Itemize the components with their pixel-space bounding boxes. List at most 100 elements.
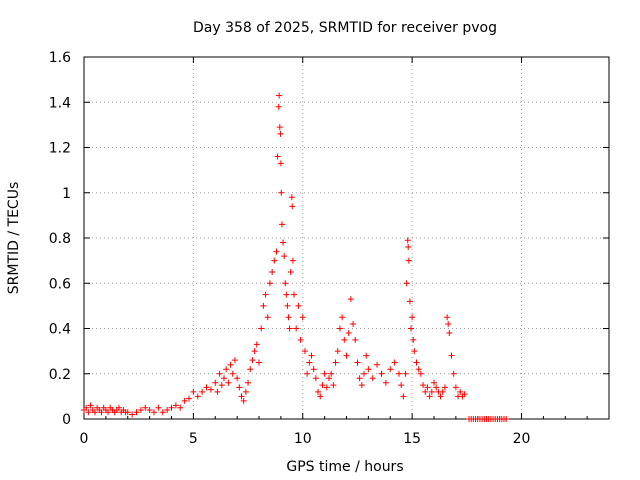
data-point xyxy=(256,359,262,366)
data-point xyxy=(295,302,302,309)
data-point xyxy=(365,366,372,373)
data-point xyxy=(264,314,271,321)
data-point xyxy=(408,325,415,332)
x-tick-label: 20 xyxy=(513,431,531,447)
data-point xyxy=(350,320,357,327)
data-point xyxy=(129,411,136,418)
data-point xyxy=(405,244,412,251)
data-point xyxy=(199,388,206,395)
data-point xyxy=(214,388,221,395)
data-point xyxy=(274,153,281,160)
data-point xyxy=(426,393,433,400)
y-tick-label: 0.6 xyxy=(49,276,71,292)
data-point xyxy=(203,384,210,391)
data-point xyxy=(190,388,197,395)
data-point xyxy=(396,370,402,377)
data-point xyxy=(277,130,284,137)
data-point xyxy=(378,370,385,377)
data-point xyxy=(308,352,315,359)
data-point xyxy=(245,379,252,386)
data-point xyxy=(422,388,429,395)
data-point xyxy=(186,395,192,402)
data-point xyxy=(398,382,405,389)
data-point xyxy=(343,352,350,359)
data-point xyxy=(317,393,324,400)
data-point xyxy=(87,402,94,409)
data-point xyxy=(234,375,241,382)
x-tick-label: 10 xyxy=(294,431,312,447)
data-point xyxy=(236,384,243,391)
data-point xyxy=(159,409,166,416)
data-point xyxy=(105,409,112,416)
x-tick-label: 15 xyxy=(403,431,421,447)
data-point xyxy=(420,382,427,389)
y-axis-label: SRMTID / TECUs xyxy=(6,182,22,295)
data-point xyxy=(457,388,464,395)
data-point xyxy=(445,320,452,327)
data-point xyxy=(142,404,149,411)
data-point xyxy=(249,357,256,364)
data-point xyxy=(289,203,296,210)
data-point xyxy=(281,253,288,260)
data-point xyxy=(356,375,363,382)
data-point xyxy=(286,325,293,332)
data-point xyxy=(271,257,278,264)
data-point xyxy=(411,348,418,355)
data-point xyxy=(415,366,422,373)
data-point xyxy=(446,330,453,337)
data-point xyxy=(98,409,105,416)
data-point xyxy=(345,330,352,337)
data-point xyxy=(85,409,92,416)
data-point xyxy=(431,379,437,386)
data-point xyxy=(424,384,431,391)
data-point xyxy=(83,404,90,411)
data-point xyxy=(444,314,451,321)
data-point xyxy=(212,379,219,386)
data-point xyxy=(403,280,410,287)
data-point xyxy=(402,370,409,377)
data-point xyxy=(155,404,162,411)
data-point xyxy=(332,359,339,366)
data-point xyxy=(297,336,304,343)
data-point xyxy=(194,393,201,400)
y-tick-label: 1 xyxy=(62,186,71,202)
data-point xyxy=(400,393,407,400)
tick-labels: 0 5 10 15 20 0 0.2 0.4 0.6 0.8 1 1.2 1.4 1.6 xyxy=(49,50,531,447)
data-point xyxy=(406,298,413,305)
data-point xyxy=(450,370,457,377)
data-point xyxy=(328,370,335,377)
data-point xyxy=(285,314,292,321)
data-point xyxy=(238,393,245,400)
data-point xyxy=(223,366,230,373)
grid xyxy=(84,57,609,419)
data-point xyxy=(413,359,420,366)
x-tick-label: 0 xyxy=(80,431,89,447)
data-point xyxy=(231,357,238,364)
data-point xyxy=(291,291,297,298)
data-point xyxy=(168,404,175,411)
y-tick-label: 1.6 xyxy=(49,50,71,66)
data-point xyxy=(304,370,311,377)
data-point xyxy=(361,370,367,377)
y-tick-label: 1.4 xyxy=(49,95,71,111)
data-point xyxy=(315,388,322,395)
y-tick-label: 1.2 xyxy=(49,141,71,157)
data-point xyxy=(247,366,254,373)
data-point xyxy=(336,325,343,332)
y-tick-label: 0 xyxy=(62,412,71,428)
data-point xyxy=(251,348,258,355)
data-point xyxy=(312,375,319,382)
data-point xyxy=(280,239,287,246)
data-point xyxy=(330,382,337,389)
data-point xyxy=(461,391,468,398)
data-point xyxy=(172,402,179,409)
y-tick-label: 0.8 xyxy=(49,231,71,247)
data-point xyxy=(225,379,232,386)
x-tick-label: 5 xyxy=(189,431,198,447)
data-point xyxy=(374,361,381,368)
data-point xyxy=(124,409,131,416)
data-point xyxy=(428,388,435,395)
data-point xyxy=(405,257,412,264)
data-point xyxy=(242,388,249,395)
